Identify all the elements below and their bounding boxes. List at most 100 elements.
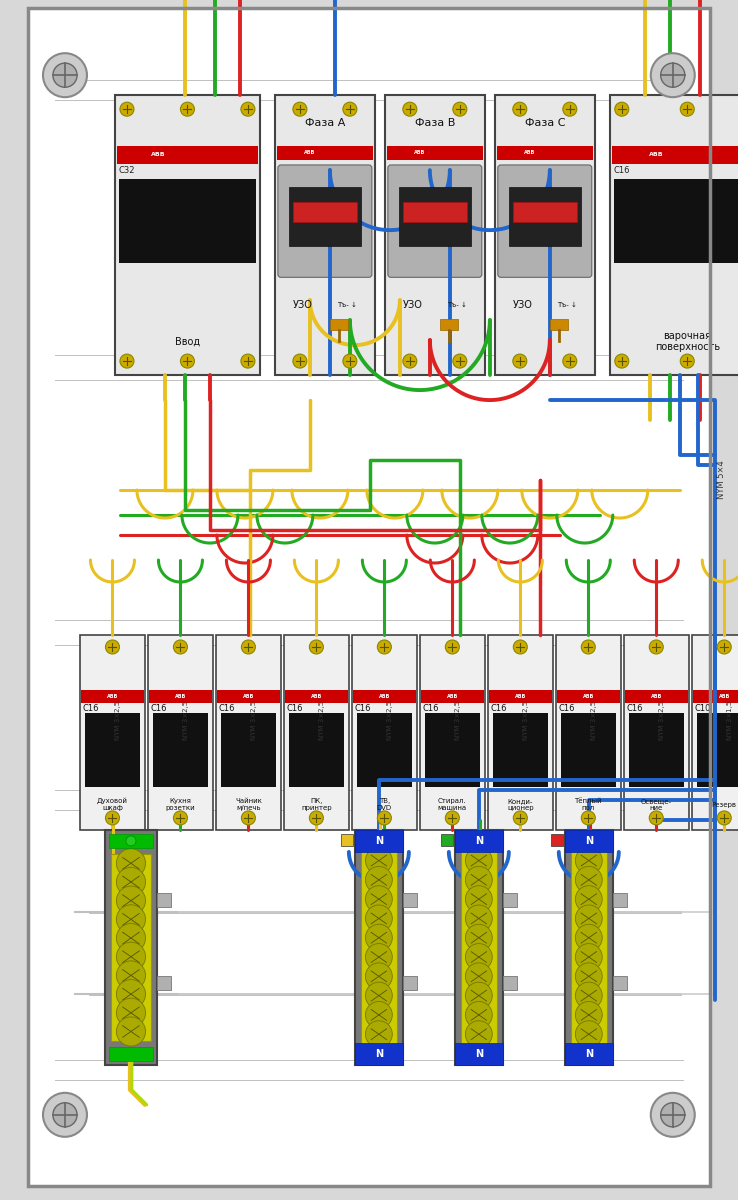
- Bar: [293, 202, 357, 222]
- Circle shape: [53, 1103, 77, 1127]
- Circle shape: [343, 354, 357, 368]
- Circle shape: [576, 866, 602, 893]
- Circle shape: [576, 1002, 602, 1028]
- Text: Тъ- ↓: Тъ- ↓: [557, 302, 576, 308]
- Bar: [109, 1046, 153, 1061]
- Circle shape: [126, 836, 136, 846]
- Text: Резерв: Резерв: [711, 802, 737, 808]
- Circle shape: [576, 982, 602, 1009]
- Circle shape: [576, 962, 602, 990]
- Text: NYM 3×2,5: NYM 3×2,5: [659, 701, 665, 739]
- Bar: [387, 145, 483, 160]
- Text: N: N: [584, 836, 593, 846]
- Circle shape: [117, 998, 145, 1027]
- Text: ABB: ABB: [651, 694, 662, 698]
- Circle shape: [173, 640, 187, 654]
- Circle shape: [466, 982, 492, 1009]
- Text: Духовой
шкаф: Духовой шкаф: [97, 798, 128, 811]
- Bar: [403, 976, 417, 990]
- Bar: [352, 635, 417, 830]
- FancyBboxPatch shape: [498, 164, 592, 277]
- Text: ABB: ABB: [414, 150, 426, 155]
- Bar: [109, 834, 153, 848]
- Text: Стирал.
машина: Стирал. машина: [438, 798, 467, 811]
- Circle shape: [615, 102, 629, 116]
- Text: ABB: ABB: [583, 694, 594, 698]
- Bar: [455, 830, 503, 1064]
- Text: NYM 3×2,5: NYM 3×2,5: [320, 701, 325, 739]
- Text: ABB: ABB: [243, 694, 254, 698]
- Text: УЗО: УЗО: [513, 300, 533, 310]
- Circle shape: [241, 640, 255, 654]
- Bar: [561, 713, 615, 787]
- Text: NYM 3×2,5: NYM 3×2,5: [184, 701, 190, 739]
- Text: ABB: ABB: [524, 150, 536, 155]
- Bar: [556, 635, 621, 830]
- Bar: [503, 893, 517, 907]
- Bar: [355, 1043, 403, 1064]
- Bar: [217, 690, 280, 703]
- Bar: [614, 179, 738, 263]
- Bar: [613, 976, 627, 990]
- Circle shape: [615, 354, 629, 368]
- Circle shape: [365, 1021, 393, 1048]
- Text: NYM 3×2,5: NYM 3×2,5: [591, 701, 597, 739]
- Circle shape: [466, 886, 492, 912]
- Circle shape: [173, 811, 187, 824]
- Circle shape: [453, 354, 467, 368]
- Bar: [421, 690, 484, 703]
- Text: C10: C10: [694, 704, 711, 713]
- Text: Фаза А: Фаза А: [305, 118, 345, 128]
- Text: ABB: ABB: [379, 694, 390, 698]
- Circle shape: [241, 354, 255, 368]
- Circle shape: [117, 905, 145, 934]
- Circle shape: [403, 102, 417, 116]
- Text: Тъ- ↓: Тъ- ↓: [337, 302, 356, 308]
- Circle shape: [649, 811, 663, 824]
- Bar: [80, 635, 145, 830]
- Bar: [157, 893, 171, 907]
- Circle shape: [43, 53, 87, 97]
- Circle shape: [117, 868, 145, 896]
- Bar: [494, 95, 595, 376]
- Text: NYM 5×4: NYM 5×4: [717, 460, 726, 499]
- Text: варочная
поверхность: варочная поверхность: [655, 331, 720, 353]
- Text: Фаза В: Фаза В: [415, 118, 455, 128]
- Bar: [119, 179, 256, 263]
- Bar: [550, 319, 568, 330]
- Bar: [153, 713, 208, 787]
- Text: NYM 3×2,5: NYM 3×2,5: [455, 701, 461, 739]
- Bar: [216, 635, 281, 830]
- Text: Чайник
м/печь: Чайник м/печь: [235, 798, 262, 811]
- Circle shape: [365, 1002, 393, 1028]
- Text: ABB: ABB: [311, 694, 322, 698]
- Bar: [289, 713, 344, 787]
- Circle shape: [466, 924, 492, 952]
- Bar: [570, 851, 607, 1044]
- Bar: [353, 690, 415, 703]
- Text: Тёплый
пол: Тёплый пол: [575, 798, 602, 811]
- Bar: [85, 713, 140, 787]
- Circle shape: [365, 886, 393, 912]
- Circle shape: [582, 811, 596, 824]
- Circle shape: [576, 924, 602, 952]
- Bar: [115, 95, 260, 376]
- Bar: [497, 145, 593, 160]
- Text: ABB: ABB: [304, 150, 316, 155]
- Circle shape: [466, 962, 492, 990]
- Circle shape: [180, 354, 194, 368]
- Text: C16: C16: [614, 166, 630, 175]
- Circle shape: [717, 640, 731, 654]
- Circle shape: [365, 982, 393, 1009]
- Circle shape: [680, 354, 694, 368]
- Text: NYM 3×2,5: NYM 3×2,5: [115, 701, 122, 739]
- Circle shape: [445, 811, 459, 824]
- Circle shape: [365, 943, 393, 971]
- Circle shape: [466, 943, 492, 971]
- Text: N: N: [375, 836, 383, 846]
- Text: C16: C16: [423, 704, 439, 713]
- Circle shape: [241, 102, 255, 116]
- Circle shape: [466, 1002, 492, 1028]
- Bar: [565, 830, 613, 1064]
- Bar: [277, 145, 373, 160]
